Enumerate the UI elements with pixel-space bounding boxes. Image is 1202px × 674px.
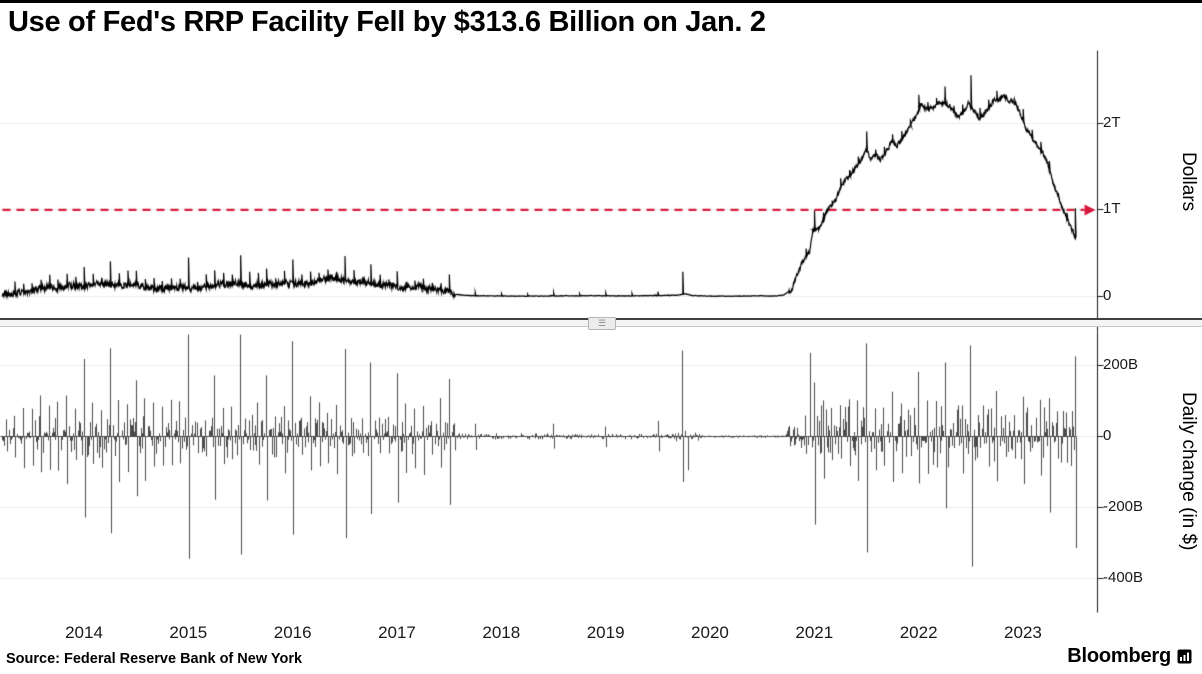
x-tick-label-year: 2018 <box>482 623 521 642</box>
divider-drag-handle-icon[interactable]: ☰ <box>588 317 616 330</box>
y-tick-label-daily-change: -400B <box>1103 569 1144 587</box>
y-tick-label-dollars: 2T <box>1103 113 1121 131</box>
bloomberg-terminal-icon <box>1177 649 1192 664</box>
y-axis-title-dollars: Dollars <box>1178 152 1199 212</box>
y-tick-label-dollars: 0 <box>1103 287 1112 304</box>
source-attribution: Source: Federal Reserve Bank of New York <box>6 651 303 667</box>
y-tick-label-dollars: 1T <box>1103 200 1121 218</box>
x-tick-label-year: 2023 <box>1004 623 1042 642</box>
panel-divider: ☰ <box>0 317 1202 330</box>
x-tick-label-year: 2019 <box>586 623 625 642</box>
y-axis-title-daily-change: Daily change (in $) <box>1178 391 1199 551</box>
x-tick-label-year: 2021 <box>795 623 834 642</box>
y-tick-label-daily-change: -200B <box>1103 498 1144 516</box>
x-tick-label-year: 2022 <box>899 623 938 642</box>
x-tick-label-year: 2016 <box>273 623 312 642</box>
x-tick-label-year: 2014 <box>65 623 103 642</box>
chart-title: Use of Fed's RRP Facility Fell by $313.6… <box>8 6 766 38</box>
bloomberg-logo: Bloomberg <box>1067 645 1192 668</box>
x-tick-label-year: 2017 <box>378 623 416 642</box>
y-tick-label-daily-change: 0 <box>1103 427 1112 444</box>
x-tick-label-year: 2020 <box>691 623 729 642</box>
bloomberg-wordmark: Bloomberg <box>1067 645 1171 667</box>
y-tick-label-daily-change: 200B <box>1103 355 1139 373</box>
x-tick-label-year: 2015 <box>169 623 208 642</box>
